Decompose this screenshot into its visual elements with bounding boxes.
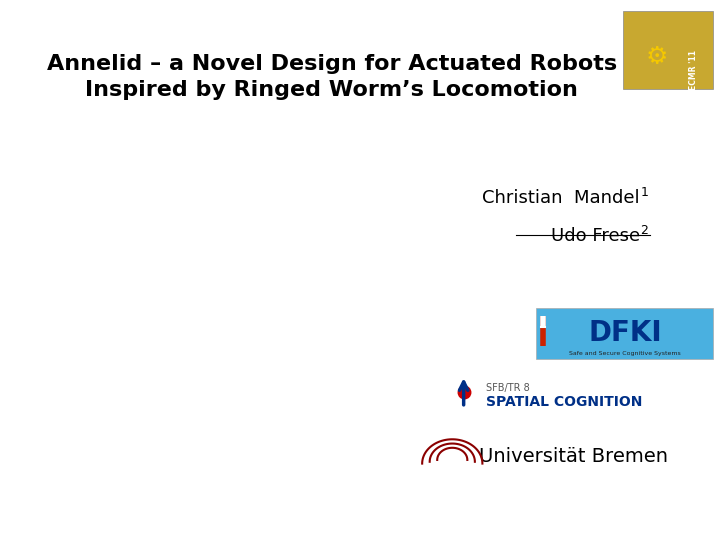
- Text: Udo Frese: Udo Frese: [551, 227, 639, 245]
- FancyBboxPatch shape: [623, 11, 714, 89]
- Text: SFB/TR 8: SFB/TR 8: [486, 383, 529, 393]
- Text: 2: 2: [640, 224, 648, 237]
- Text: Safe and Secure Cognitive Systems: Safe and Secure Cognitive Systems: [569, 351, 681, 356]
- Text: 1: 1: [640, 186, 648, 199]
- Text: Christian  Mandel: Christian Mandel: [482, 189, 639, 207]
- Text: Universität Bremen: Universität Bremen: [479, 447, 668, 466]
- FancyBboxPatch shape: [536, 308, 714, 359]
- Text: ⚙: ⚙: [645, 45, 667, 69]
- Text: DFKI: DFKI: [588, 319, 662, 347]
- Text: Annelid – a Novel Design for Actuated Robots
Inspired by Ringed Worm’s Locomotio: Annelid – a Novel Design for Actuated Ro…: [47, 54, 617, 100]
- Text: SPATIAL COGNITION: SPATIAL COGNITION: [486, 395, 642, 409]
- Text: ECMR '11: ECMR '11: [689, 50, 698, 90]
